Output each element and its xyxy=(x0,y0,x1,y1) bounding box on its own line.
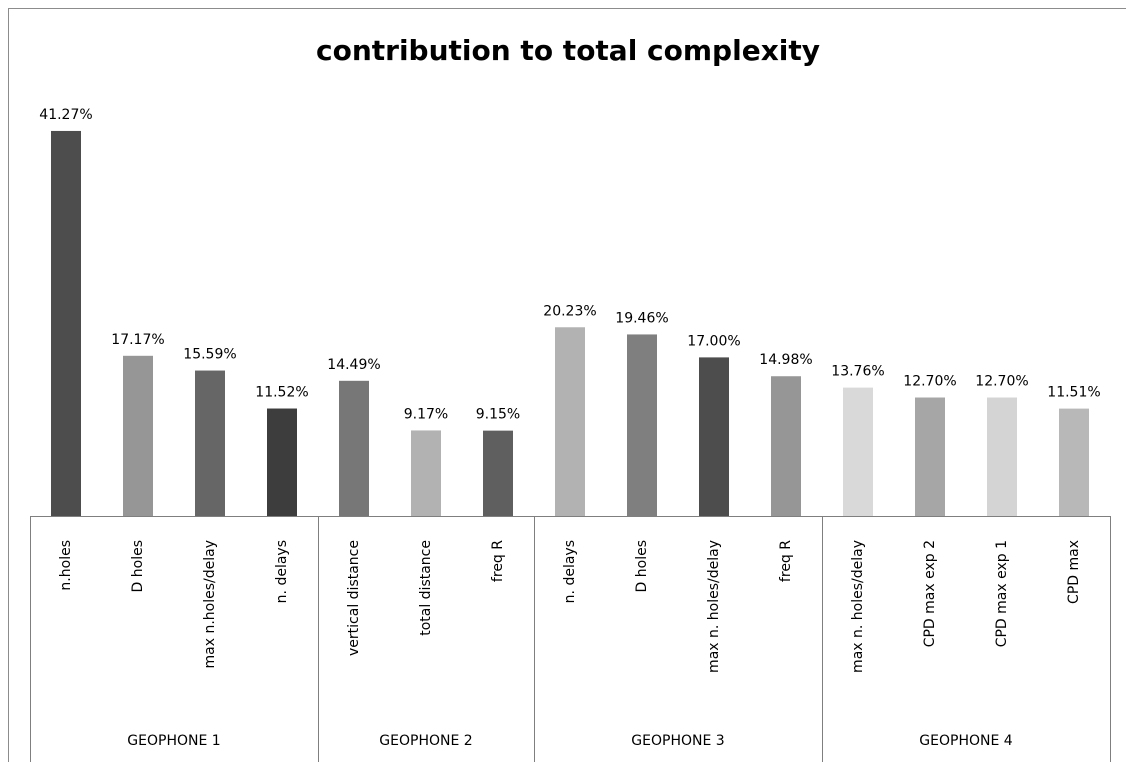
group-label: GEOPHONE 4 xyxy=(919,733,1012,749)
data-label: 17.17% xyxy=(111,332,164,348)
x-tick-label: CPD max xyxy=(1066,540,1082,604)
bar xyxy=(1059,408,1089,516)
bar xyxy=(555,327,585,516)
data-label: 14.49% xyxy=(327,357,380,373)
bar xyxy=(627,334,657,516)
data-label: 9.17% xyxy=(404,406,448,422)
bar xyxy=(411,430,441,516)
group-label: GEOPHONE 3 xyxy=(631,733,724,749)
bar xyxy=(771,376,801,516)
data-label: 15.59% xyxy=(183,347,236,363)
bar xyxy=(915,397,945,516)
x-tick-label: max n. holes/delay xyxy=(850,540,866,673)
data-label: 9.15% xyxy=(476,407,520,423)
bar xyxy=(699,357,729,516)
bar xyxy=(987,397,1017,516)
data-label: 11.52% xyxy=(255,385,308,401)
data-label: 11.51% xyxy=(1047,385,1100,401)
chart-title: contribution to total complexity xyxy=(316,34,820,67)
x-tick-label: D holes xyxy=(130,540,146,592)
data-label: 12.70% xyxy=(903,374,956,390)
bar xyxy=(51,130,81,516)
x-tick-label: total distance xyxy=(418,540,434,636)
group-label: GEOPHONE 2 xyxy=(379,733,472,749)
x-tick-label: n. delays xyxy=(562,540,578,603)
x-tick-label: freq R xyxy=(490,540,506,582)
data-label: 12.70% xyxy=(975,374,1028,390)
x-tick-label: vertical distance xyxy=(346,540,362,656)
group-label: GEOPHONE 1 xyxy=(127,733,220,749)
x-tick-label: CPD max exp 1 xyxy=(994,540,1010,647)
x-tick-label: D holes xyxy=(634,540,650,592)
bar xyxy=(339,380,369,516)
data-label: 20.23% xyxy=(543,303,596,319)
x-tick-label: max n. holes/delay xyxy=(706,540,722,673)
data-label: 17.00% xyxy=(687,333,740,349)
x-tick-label: freq R xyxy=(778,540,794,582)
data-label: 14.98% xyxy=(759,352,812,368)
data-label: 41.27% xyxy=(39,107,92,123)
x-tick-label: n. delays xyxy=(274,540,290,603)
data-label: 13.76% xyxy=(831,364,884,380)
bar xyxy=(195,370,225,516)
bar xyxy=(267,408,297,516)
x-tick-label: n.holes xyxy=(58,540,74,591)
x-tick-label: max n.holes/delay xyxy=(202,540,218,668)
x-tick-label: CPD max exp 2 xyxy=(922,540,938,647)
bar xyxy=(843,387,873,516)
data-label: 19.46% xyxy=(615,310,668,326)
bar xyxy=(123,355,153,516)
bar xyxy=(483,430,513,516)
